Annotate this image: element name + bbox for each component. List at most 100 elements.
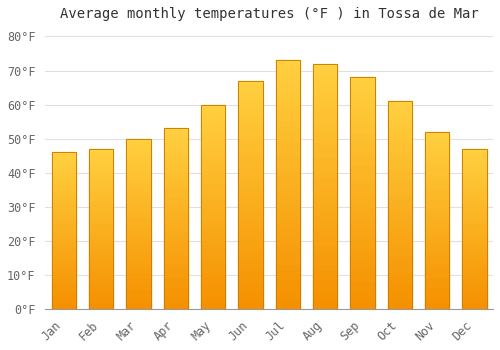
Bar: [276, 150, 300, 155]
Bar: [126, 234, 150, 238]
Bar: [350, 198, 374, 202]
Bar: [276, 95, 300, 100]
Bar: [164, 258, 188, 262]
Bar: [164, 132, 188, 136]
Bar: [276, 145, 300, 150]
Bar: [462, 296, 486, 299]
Bar: [89, 236, 114, 239]
Bar: [126, 139, 150, 142]
Bar: [89, 299, 114, 303]
Bar: [388, 230, 412, 234]
Bar: [164, 164, 188, 168]
Bar: [350, 147, 374, 152]
Bar: [425, 135, 449, 139]
Bar: [425, 217, 449, 220]
Bar: [89, 149, 114, 309]
Bar: [462, 248, 486, 251]
Bar: [238, 250, 262, 254]
Bar: [52, 199, 76, 202]
Bar: [238, 264, 262, 268]
Bar: [126, 306, 150, 309]
Bar: [350, 96, 374, 100]
Bar: [462, 254, 486, 258]
Bar: [313, 64, 337, 309]
Bar: [164, 302, 188, 306]
Bar: [52, 168, 76, 171]
Bar: [462, 175, 486, 178]
Bar: [350, 128, 374, 133]
Bar: [201, 231, 226, 236]
Bar: [313, 182, 337, 187]
Bar: [201, 190, 226, 195]
Bar: [388, 151, 412, 155]
Bar: [276, 190, 300, 195]
Bar: [313, 162, 337, 167]
Bar: [425, 189, 449, 192]
Bar: [52, 262, 76, 265]
Bar: [425, 242, 449, 245]
Bar: [462, 264, 486, 267]
Bar: [238, 304, 262, 309]
Bar: [462, 197, 486, 200]
Bar: [313, 177, 337, 182]
Bar: [52, 246, 76, 250]
Bar: [164, 233, 188, 237]
Bar: [238, 300, 262, 304]
Bar: [313, 275, 337, 280]
Bar: [276, 244, 300, 249]
Bar: [276, 269, 300, 274]
Bar: [89, 206, 114, 210]
Bar: [350, 295, 374, 300]
Bar: [388, 163, 412, 168]
Bar: [462, 245, 486, 248]
Bar: [388, 126, 412, 130]
Bar: [276, 180, 300, 185]
Bar: [425, 263, 449, 266]
Bar: [276, 264, 300, 269]
Bar: [164, 251, 188, 255]
Bar: [462, 229, 486, 232]
Bar: [350, 189, 374, 193]
Bar: [52, 190, 76, 193]
Bar: [238, 222, 262, 227]
Bar: [462, 306, 486, 309]
Bar: [388, 218, 412, 222]
Bar: [313, 93, 337, 98]
Bar: [126, 162, 150, 166]
Bar: [425, 238, 449, 242]
Bar: [350, 114, 374, 119]
Bar: [201, 105, 226, 309]
Bar: [238, 181, 262, 186]
Bar: [52, 293, 76, 296]
Bar: [425, 234, 449, 238]
Bar: [350, 300, 374, 304]
Bar: [238, 254, 262, 259]
Bar: [313, 74, 337, 78]
Bar: [462, 206, 486, 210]
Bar: [388, 159, 412, 163]
Bar: [313, 167, 337, 172]
Bar: [164, 201, 188, 204]
Bar: [89, 229, 114, 232]
Bar: [126, 282, 150, 285]
Bar: [350, 87, 374, 91]
Bar: [52, 193, 76, 196]
Bar: [313, 108, 337, 113]
Bar: [89, 165, 114, 168]
Bar: [425, 203, 449, 206]
Bar: [238, 268, 262, 273]
Bar: [313, 147, 337, 152]
Bar: [388, 276, 412, 280]
Bar: [89, 274, 114, 277]
Bar: [425, 231, 449, 234]
Bar: [388, 101, 412, 309]
Bar: [388, 168, 412, 172]
Bar: [89, 287, 114, 290]
Bar: [238, 108, 262, 113]
Bar: [388, 301, 412, 305]
Bar: [313, 157, 337, 162]
Bar: [388, 238, 412, 243]
Bar: [201, 260, 226, 264]
Bar: [350, 142, 374, 147]
Bar: [126, 180, 150, 183]
